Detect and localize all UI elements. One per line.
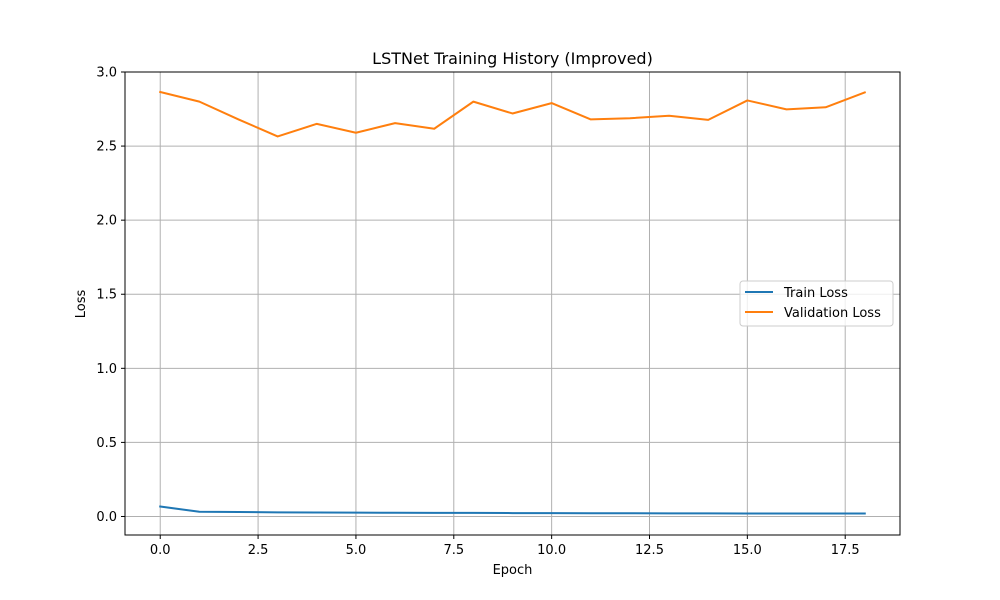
plot-frame — [124, 71, 901, 536]
x-tick-label: 5.0 — [346, 543, 367, 558]
x-tick-label: 17.5 — [831, 543, 860, 558]
series-lines — [159, 90, 867, 515]
x-tick-label: 7.5 — [443, 543, 464, 558]
x-tick-label: 10.0 — [537, 543, 566, 558]
y-tick-label: 2.0 — [96, 214, 117, 229]
legend: Train Loss Validation Loss — [739, 280, 894, 327]
x-axis-ticks: 0.0 2.5 5.0 7.5 10.0 12.5 15.0 17.5 — [150, 535, 860, 558]
x-tick-label: 12.5 — [635, 543, 664, 558]
y-axis-ticks: 0.0 0.5 1.0 1.5 2.0 2.5 3.0 — [96, 66, 125, 525]
y-tick-label: 1.0 — [96, 362, 117, 377]
chart-title: LSTNet Training History (Improved) — [372, 49, 653, 68]
legend-label-validation-loss: Validation Loss — [784, 306, 881, 321]
series-line-train-loss — [159, 505, 866, 515]
legend-box — [739, 280, 894, 327]
series-line-validation-loss — [159, 90, 867, 138]
x-tick-label: 0.0 — [150, 543, 171, 558]
y-tick-label: 0.5 — [96, 436, 117, 451]
legend-label-train-loss: Train Loss — [783, 286, 848, 301]
x-tick-label: 2.5 — [248, 543, 269, 558]
y-axis-label: Loss — [74, 290, 89, 319]
y-tick-label: 3.0 — [96, 66, 117, 81]
y-tick-label: 2.5 — [96, 140, 117, 155]
y-tick-label: 1.5 — [96, 288, 117, 303]
x-tick-label: 15.0 — [733, 543, 762, 558]
x-axis-label: Epoch — [493, 563, 533, 578]
y-tick-label: 0.0 — [96, 510, 117, 525]
